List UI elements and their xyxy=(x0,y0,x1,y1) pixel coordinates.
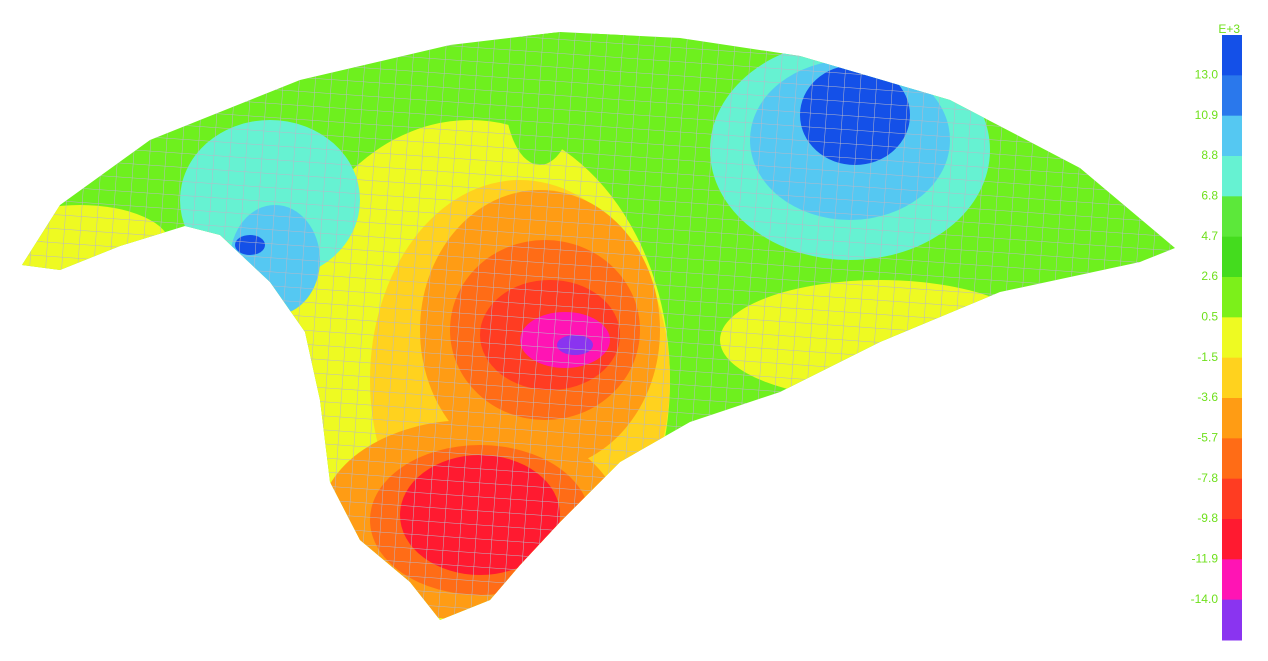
legend-band xyxy=(1222,559,1242,601)
legend-level: -5.7 xyxy=(1197,431,1218,445)
legend-band xyxy=(1222,357,1242,399)
legend-band xyxy=(1222,317,1242,359)
legend-level: 10.9 xyxy=(1195,108,1219,122)
legend-band xyxy=(1222,277,1242,318)
legend-unit: E+3 xyxy=(1218,22,1240,36)
legend-band xyxy=(1222,35,1242,76)
legend-level: 13.0 xyxy=(1195,68,1219,82)
legend-level: 8.8 xyxy=(1201,148,1218,162)
legend-band xyxy=(1222,519,1242,560)
legend-band xyxy=(1222,75,1242,117)
legend-level: 0.5 xyxy=(1201,310,1218,324)
legend-band xyxy=(1222,398,1242,439)
legend-level: -1.5 xyxy=(1197,350,1218,364)
legend-level: 2.6 xyxy=(1201,269,1218,283)
legend-level: -3.6 xyxy=(1197,390,1218,404)
legend-band xyxy=(1222,236,1242,278)
legend-band xyxy=(1222,196,1242,238)
legend-band xyxy=(1222,115,1242,157)
legend-level: 4.7 xyxy=(1201,229,1218,243)
legend-level: 6.8 xyxy=(1201,189,1218,203)
legend: E+3 13.0 10.9 8.8 6.8 4.7 2.6 0.5 -1.5 -3.6 -5.7 -… xyxy=(1191,22,1242,641)
legend-band xyxy=(1222,438,1242,480)
legend-band xyxy=(1222,599,1242,641)
legend-level: -7.8 xyxy=(1197,471,1218,485)
legend-level: -9.8 xyxy=(1197,511,1218,525)
legend-band xyxy=(1222,478,1242,520)
legend-level: -11.9 xyxy=(1192,552,1219,566)
legend-level: -14.0 xyxy=(1191,592,1219,606)
shell-contour xyxy=(22,32,1175,620)
legend-band xyxy=(1222,156,1242,197)
